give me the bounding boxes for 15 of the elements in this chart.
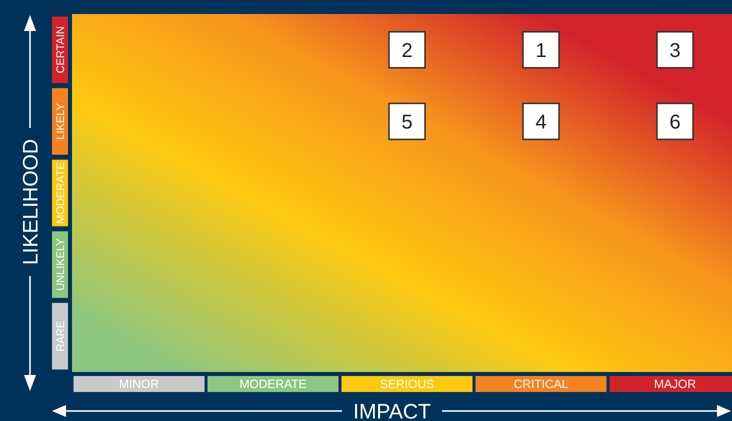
x-tick-label: MODERATE: [239, 377, 307, 392]
x-tick-label: SERIOUS: [380, 377, 434, 392]
y-axis-title: LIKELIHOOD: [20, 138, 43, 266]
data-label: 5: [401, 112, 413, 134]
x-tick-label: CRITICAL: [514, 377, 569, 392]
x-axis-title: IMPACT: [353, 400, 432, 421]
y-tick-label: UNLIKELY: [54, 238, 67, 291]
data-label: 4: [535, 112, 547, 134]
data-label: 3: [669, 40, 681, 62]
y-tick-label: CERTAIN: [54, 26, 67, 74]
data-label: 1: [535, 40, 547, 62]
y-tick-label: LIKELY: [54, 102, 67, 140]
data-label: 6: [669, 112, 681, 134]
data-label: 2: [401, 40, 413, 62]
x-tick-label: MAJOR: [654, 377, 696, 392]
